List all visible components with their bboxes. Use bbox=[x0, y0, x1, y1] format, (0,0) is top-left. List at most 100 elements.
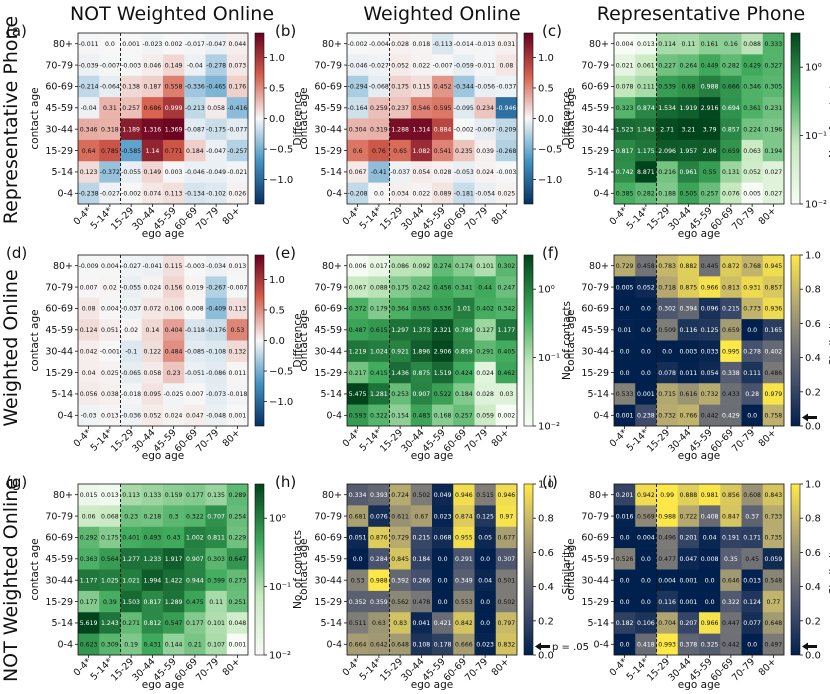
cell-value-label: 0.123 bbox=[80, 169, 98, 176]
heatmap-cell bbox=[141, 139, 164, 162]
y-tick-label: 70-79 bbox=[581, 282, 609, 293]
heatmap-cell bbox=[474, 97, 497, 119]
y-tick-label: 0-4 bbox=[326, 189, 342, 200]
heatmap-cell bbox=[141, 569, 164, 592]
heatmap-cell bbox=[432, 139, 454, 162]
heatmap-cell bbox=[474, 139, 497, 162]
heatmap-cell bbox=[720, 590, 742, 613]
y-tick-label: 70-79 bbox=[581, 60, 609, 71]
cell-value-label: 0.003 bbox=[680, 348, 698, 355]
heatmap-cell bbox=[677, 255, 700, 277]
y-tick-label: 15-29 bbox=[45, 146, 73, 157]
heatmap-cell bbox=[474, 54, 497, 77]
heatmap-cell bbox=[141, 404, 164, 427]
heatmap-cell bbox=[205, 526, 228, 549]
heatmap-cell bbox=[635, 404, 657, 427]
cell-value-label: 0.058 bbox=[144, 370, 162, 377]
cell-value-label: 2.06 bbox=[703, 148, 717, 155]
heatmap-cell bbox=[141, 383, 164, 405]
heatmap-cell bbox=[78, 548, 100, 570]
heatmap-cell bbox=[205, 383, 228, 405]
y-tick-label: 80+ bbox=[53, 39, 73, 50]
cell-value-label: 0.333 bbox=[765, 41, 783, 48]
colorbar-tick-label: −1.0 bbox=[269, 175, 293, 186]
cell-value-label: 0.724 bbox=[391, 492, 409, 499]
heatmap-cell bbox=[677, 340, 700, 363]
cell-value-label: 0.659 bbox=[722, 148, 740, 155]
cell-value-label: 0.106 bbox=[637, 620, 655, 627]
heatmap-cell bbox=[453, 404, 475, 427]
heatmap-cell bbox=[205, 54, 228, 77]
heatmap-cell bbox=[410, 97, 433, 119]
cell-value-label: 0.859 bbox=[455, 348, 473, 355]
y-tick-label: 45-59 bbox=[581, 554, 609, 565]
heatmap-cell bbox=[720, 118, 742, 141]
cell-value-label: 0.156 bbox=[165, 284, 183, 291]
cell-value-label: -0.059 bbox=[454, 62, 474, 69]
cell-value-label: 0.015 bbox=[80, 492, 98, 499]
cell-value-label: 0.052 bbox=[637, 284, 655, 291]
y-tick-label: 70-79 bbox=[45, 60, 73, 71]
p-value-arrow-icon bbox=[535, 642, 550, 651]
heatmap-cell bbox=[741, 182, 764, 205]
cell-value-label: 0.876 bbox=[370, 535, 388, 542]
colorbar-tick-label: 0.8 bbox=[805, 285, 821, 296]
cell-value-label: 3.79 bbox=[703, 126, 717, 133]
cell-value-label: 0.408 bbox=[701, 513, 719, 520]
heatmap-cell bbox=[347, 569, 369, 592]
cell-value-label: 0.0 bbox=[438, 599, 448, 606]
heatmap-cell bbox=[389, 383, 412, 405]
cell-value-label: -0.013 bbox=[475, 41, 495, 48]
heatmap-cell bbox=[78, 118, 100, 141]
heatmap-cell bbox=[205, 633, 228, 656]
colorbar-tick-label: 10⁰ bbox=[269, 514, 286, 525]
heatmap-cell bbox=[762, 297, 785, 320]
cell-value-label: 0.334 bbox=[349, 492, 367, 499]
heatmap-cell bbox=[741, 404, 764, 427]
x-tick-label: 70-79 bbox=[463, 427, 490, 454]
heatmap-cell bbox=[205, 319, 228, 341]
cell-value-label: 0.179 bbox=[370, 306, 388, 313]
heatmap-cell bbox=[453, 118, 475, 141]
heatmap-cell bbox=[720, 182, 742, 205]
heatmap-cell bbox=[410, 505, 433, 528]
cell-value-label: 0.054 bbox=[701, 370, 719, 377]
cell-value-label: 1.369 bbox=[165, 126, 183, 133]
cell-value-label: 2.906 bbox=[434, 348, 452, 355]
heatmap-cell bbox=[432, 526, 454, 549]
heatmap-cell bbox=[163, 548, 185, 570]
cell-value-label: 0.931 bbox=[743, 284, 761, 291]
heatmap-cell bbox=[432, 505, 454, 528]
cell-value-label: 0.65 bbox=[393, 148, 407, 155]
heatmap-cell bbox=[78, 33, 100, 55]
cell-value-label: -0.068 bbox=[369, 84, 389, 91]
cell-value-label: 0.68 bbox=[681, 84, 695, 91]
heatmap-cell bbox=[635, 33, 657, 55]
cell-value-label: 0.35 bbox=[724, 556, 738, 563]
panel-label: (g) bbox=[6, 473, 27, 491]
heatmap-cell bbox=[163, 182, 185, 205]
heatmap-cell bbox=[656, 297, 679, 320]
heatmap-cell bbox=[635, 182, 657, 205]
heatmap-cell bbox=[720, 139, 742, 162]
cell-value-label: 0.056 bbox=[80, 391, 98, 398]
cell-value-label: 0.31 bbox=[103, 105, 117, 112]
heatmap-cell bbox=[453, 161, 475, 183]
colorbar-tick-label: −0.5 bbox=[269, 145, 293, 156]
colorbar-tick-label: 1.0 bbox=[805, 251, 821, 262]
heatmap-cell bbox=[635, 118, 657, 141]
heatmap-cell bbox=[226, 182, 249, 205]
heatmap-cell bbox=[699, 612, 721, 634]
heatmap-cell bbox=[368, 182, 390, 205]
panel-grid: (a)-0.011 0.0 0.001 -0.023 0.002 -0.017 -0.047… bbox=[6, 22, 830, 691]
heatmap-cell bbox=[410, 54, 433, 77]
cell-value-label: 0.509 bbox=[658, 327, 676, 334]
heatmap-cell bbox=[656, 75, 679, 98]
y-tick-label: 30-44 bbox=[581, 346, 609, 357]
cell-value-label: 0.758 bbox=[765, 413, 783, 420]
cell-value-label: 0.305 bbox=[765, 84, 783, 91]
cell-value-label: 0.979 bbox=[765, 391, 783, 398]
heatmap-cell bbox=[184, 404, 206, 427]
heatmap-cell bbox=[453, 526, 475, 549]
axes-frame bbox=[613, 32, 785, 205]
